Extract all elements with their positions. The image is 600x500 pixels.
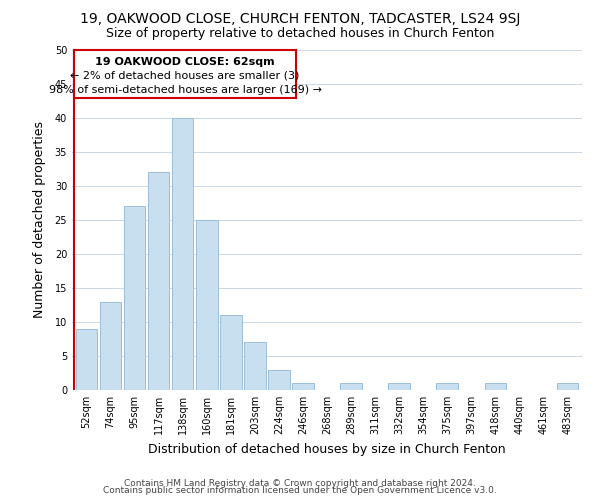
Bar (172, 118, 193, 390)
Bar (100, 302, 121, 390)
Text: 98% of semi-detached houses are larger (169) →: 98% of semi-detached houses are larger (… (49, 85, 322, 95)
Bar (220, 315, 242, 390)
Text: Size of property relative to detached houses in Church Fenton: Size of property relative to detached ho… (106, 28, 494, 40)
Text: Contains public sector information licensed under the Open Government Licence v3: Contains public sector information licen… (103, 486, 497, 495)
FancyBboxPatch shape (74, 50, 296, 98)
Bar (436, 383, 458, 390)
X-axis label: Distribution of detached houses by size in Church Fenton: Distribution of detached houses by size … (148, 442, 506, 456)
Y-axis label: Number of detached properties: Number of detached properties (34, 122, 46, 318)
Bar (76, 329, 97, 390)
Bar (268, 370, 290, 390)
Bar (340, 383, 362, 390)
Bar (244, 342, 266, 390)
Text: 19, OAKWOOD CLOSE, CHURCH FENTON, TADCASTER, LS24 9SJ: 19, OAKWOOD CLOSE, CHURCH FENTON, TADCAS… (80, 12, 520, 26)
Bar (148, 172, 169, 390)
Bar (196, 220, 218, 390)
Bar (485, 383, 506, 390)
Bar (557, 383, 578, 390)
Text: 19 OAKWOOD CLOSE: 62sqm: 19 OAKWOOD CLOSE: 62sqm (95, 56, 275, 66)
Bar (388, 383, 410, 390)
Bar (292, 383, 314, 390)
Bar (124, 206, 145, 390)
Text: ← 2% of detached houses are smaller (3): ← 2% of detached houses are smaller (3) (70, 71, 300, 81)
Text: Contains HM Land Registry data © Crown copyright and database right 2024.: Contains HM Land Registry data © Crown c… (124, 478, 476, 488)
